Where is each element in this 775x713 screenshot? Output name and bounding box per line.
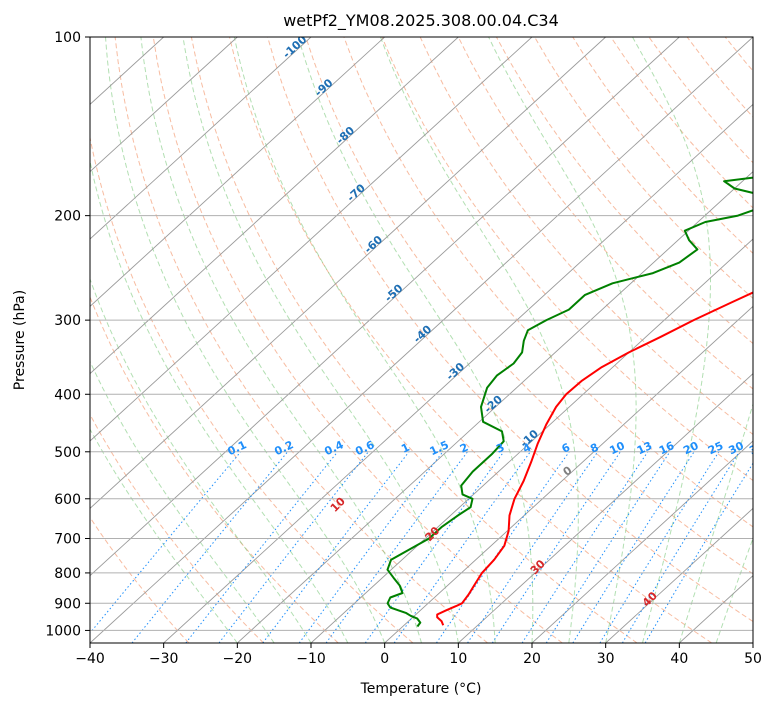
mixing-ratio-label: 8 <box>588 441 600 456</box>
x-tick-label: 30 <box>597 651 615 667</box>
dry-adiabat-line <box>344 37 775 643</box>
y-tick-label: 300 <box>54 313 81 329</box>
dry-adiabat-label: 40 <box>640 589 660 609</box>
y-axis-ticks: 1000 900 800 700 600 500 400 300 200 100 <box>45 30 90 639</box>
mixing-ratio-label: 30 <box>727 439 747 457</box>
y-tick-label: 500 <box>54 445 81 461</box>
mixing-ratio-line <box>186 452 338 643</box>
dry-adiabat-line <box>420 37 775 643</box>
x-tick-label: 40 <box>670 651 688 667</box>
mixing-ratio-line <box>492 452 620 643</box>
y-tick-label: 400 <box>54 387 81 403</box>
mixing-ratio-line <box>546 452 670 643</box>
x-tick-label: 10 <box>449 651 467 667</box>
y-axis-label: Pressure (hPa) <box>12 290 28 390</box>
x-tick-label: 20 <box>523 651 541 667</box>
isotherm-label: -50 <box>382 282 406 305</box>
x-tick-label: −20 <box>223 651 253 667</box>
mixing-ratio-line <box>573 452 694 643</box>
dry-adiabat-line <box>725 37 775 643</box>
y-tick-label: 100 <box>54 30 81 46</box>
mixing-ratio-label: 1.5 <box>428 438 451 458</box>
mixing-ratio-line <box>299 452 443 643</box>
y-tick-label: 600 <box>54 492 81 508</box>
dry-adiabat-line <box>1 37 264 643</box>
y-tick-label: 900 <box>54 596 81 612</box>
x-tick-label: −30 <box>149 651 179 667</box>
x-axis-label: Temperature (°C) <box>360 681 482 697</box>
x-tick-label: 50 <box>744 651 762 667</box>
mixing-ratio-label: 0.1 <box>225 438 248 458</box>
dry-adiabat-line <box>573 37 775 643</box>
mixing-ratio-label: 3 <box>494 441 506 456</box>
isotherm-line <box>0 37 385 643</box>
background-lines <box>0 37 775 643</box>
x-axis-ticks: −40 −30 −20 −10 0 10 20 30 40 50 <box>75 643 762 667</box>
moist-adiabat-line <box>23 37 274 643</box>
isotherm-line <box>0 37 458 643</box>
isotherm-label: -70 <box>344 181 368 204</box>
isotherm-label: -90 <box>312 76 336 99</box>
isotherm-line <box>164 37 775 643</box>
isotherm-line <box>0 37 311 643</box>
y-tick-label: 800 <box>54 566 81 582</box>
mixing-ratio-label: 16 <box>657 439 677 457</box>
dry-adiabat-line <box>0 37 189 643</box>
x-tick-label: 0 <box>380 651 389 667</box>
moist-adiabat-line <box>48 37 311 643</box>
mixing-ratio-label: 10 <box>608 439 628 457</box>
isotherm-line <box>753 37 775 643</box>
mixing-ratio-label: 36 <box>747 439 767 457</box>
mixing-ratio-label: 0.6 <box>353 438 376 458</box>
mixing-ratio-label: 6 <box>560 441 573 456</box>
moist-adiabat-line <box>0 37 237 643</box>
mixing-ratio-label: 0.4 <box>322 438 345 458</box>
chart-title: wetPf2_YM08.2025.308.00.04.C34 <box>283 11 559 31</box>
moist-adiabat-line <box>716 37 775 643</box>
mixing-ratio-line <box>132 452 288 643</box>
dry-adiabat-line <box>611 37 775 643</box>
y-tick-label: 700 <box>54 532 81 548</box>
moist-adiabat-line <box>489 37 636 643</box>
y-tick-label: 1000 <box>45 623 81 639</box>
mixing-ratio-line <box>219 452 368 643</box>
moist-adiabat-line <box>633 37 711 643</box>
x-tick-label: −10 <box>296 651 326 667</box>
mixing-ratio-line <box>600 452 719 643</box>
y-tick-label: 200 <box>54 209 81 225</box>
isotherm-line <box>0 37 606 643</box>
isotherm-line <box>0 37 532 643</box>
mixing-ratio-line <box>622 452 739 643</box>
mixing-ratio-line <box>82 452 241 643</box>
mixing-ratio-line <box>326 452 467 643</box>
isotherm-label: -30 <box>444 360 468 383</box>
temperature-profile <box>437 37 775 625</box>
mixing-ratio-line <box>263 452 409 643</box>
isotherm-line <box>0 37 237 643</box>
mixing-ratio-label: 25 <box>706 439 725 457</box>
mixing-ratio-label: 0.2 <box>272 438 295 458</box>
mixing-ratio-line <box>365 452 503 643</box>
x-tick-label: −40 <box>75 651 105 667</box>
mixing-ratio-label: 2 <box>458 441 470 456</box>
moist-adiabat-line <box>141 37 422 643</box>
moist-adiabat-line <box>234 37 495 643</box>
dry-adiabat-line <box>763 37 775 643</box>
mixing-ratio-label: 13 <box>635 439 654 457</box>
dry-adiabat-line <box>687 37 775 643</box>
dry-adiabat-line <box>115 37 488 643</box>
dry-adiabat-line <box>649 37 775 643</box>
mixing-ratio-label: 20 <box>681 439 701 457</box>
dry-adiabat-line <box>39 37 338 643</box>
